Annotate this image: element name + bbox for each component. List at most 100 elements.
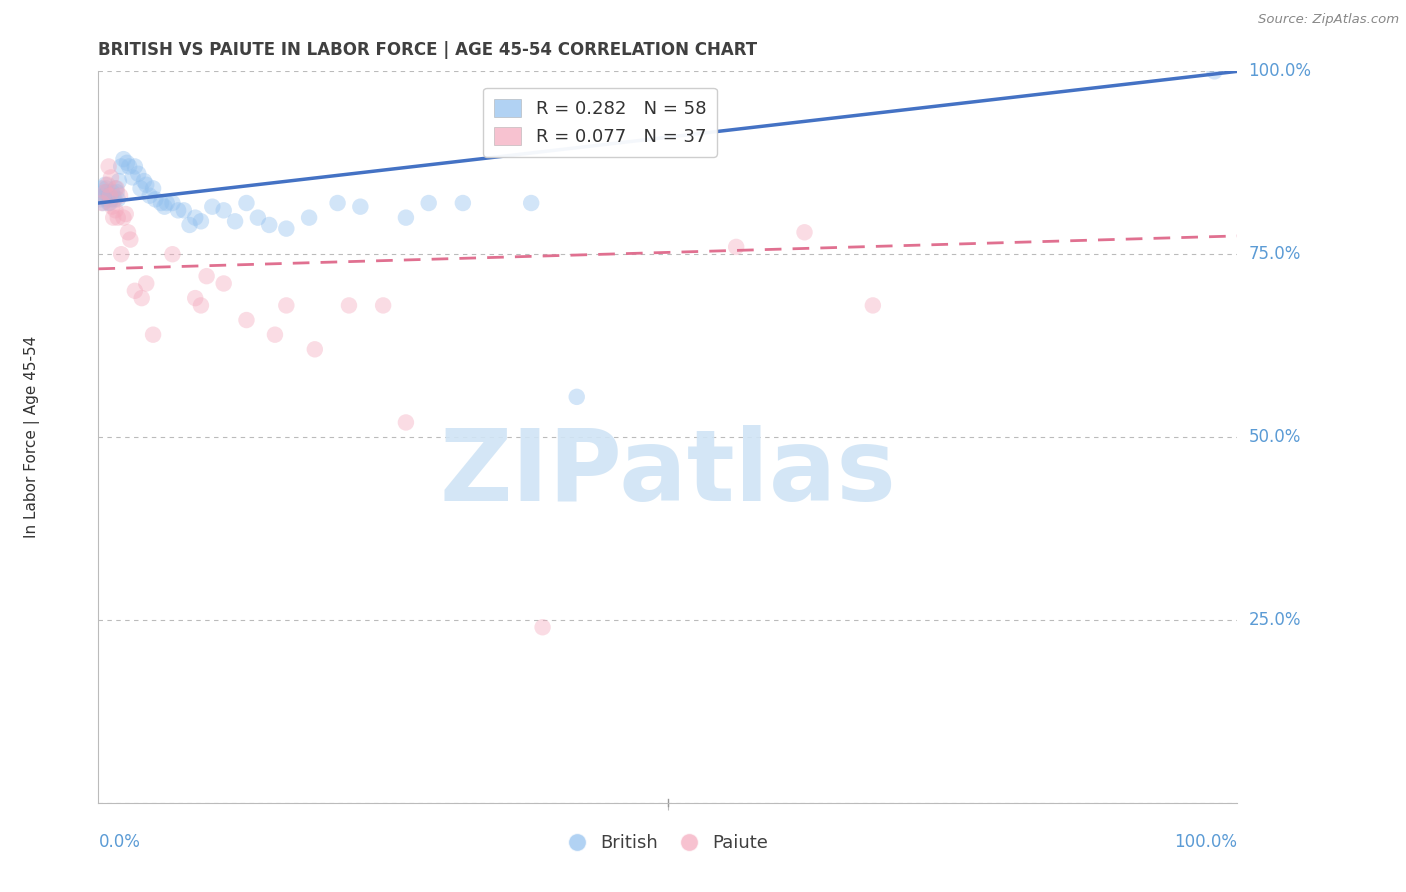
Point	[103, 188, 125, 202]
Point	[195, 269, 218, 284]
Point	[326, 196, 349, 211]
Point	[97, 196, 120, 211]
Point	[131, 291, 153, 305]
Point	[138, 188, 160, 202]
Point	[127, 167, 149, 181]
Point	[112, 152, 135, 166]
Point	[212, 203, 235, 218]
Text: 50.0%: 50.0%	[1249, 428, 1301, 446]
Point	[101, 185, 124, 199]
Point	[96, 178, 118, 192]
Point	[298, 211, 321, 225]
Text: ZIPatlas: ZIPatlas	[440, 425, 896, 522]
Point	[531, 620, 554, 634]
Point	[129, 181, 152, 195]
Point	[179, 218, 201, 232]
Point	[97, 160, 120, 174]
Point	[91, 196, 114, 211]
Point	[135, 178, 157, 192]
Point	[90, 196, 112, 211]
Point	[105, 181, 128, 195]
Point	[142, 181, 165, 195]
Point	[96, 185, 118, 199]
Point	[117, 225, 139, 239]
Text: 25.0%: 25.0%	[1249, 611, 1301, 629]
Point	[94, 185, 117, 199]
Point	[212, 277, 235, 291]
Point	[135, 277, 157, 291]
Point	[107, 211, 129, 225]
Point	[104, 181, 127, 195]
Point	[124, 160, 146, 174]
Legend: British, Paiute: British, Paiute	[561, 827, 775, 860]
Point	[276, 221, 298, 235]
Point	[201, 200, 224, 214]
Point	[337, 298, 360, 312]
Point	[371, 298, 394, 312]
Text: 75.0%: 75.0%	[1249, 245, 1301, 263]
Point	[418, 196, 440, 211]
Point	[94, 185, 117, 199]
Point	[150, 196, 173, 211]
Text: 100.0%: 100.0%	[1174, 833, 1237, 851]
Point	[395, 211, 418, 225]
Point	[98, 188, 121, 202]
Point	[246, 211, 269, 225]
Point	[105, 185, 128, 199]
Point	[118, 160, 141, 174]
Point	[167, 203, 190, 218]
Point	[565, 390, 588, 404]
Point	[114, 207, 136, 221]
Text: BRITISH VS PAIUTE IN LABOR FORCE | AGE 45-54 CORRELATION CHART: BRITISH VS PAIUTE IN LABOR FORCE | AGE 4…	[98, 41, 758, 59]
Point	[98, 188, 121, 202]
Point	[104, 203, 127, 218]
Point	[276, 298, 298, 312]
Point	[120, 233, 142, 247]
Text: In Labor Force | Age 45-54: In Labor Force | Age 45-54	[24, 336, 39, 538]
Point	[103, 193, 125, 207]
Point	[101, 200, 124, 214]
Point	[124, 284, 146, 298]
Point	[793, 225, 815, 239]
Text: Source: ZipAtlas.com: Source: ZipAtlas.com	[1258, 13, 1399, 27]
Point	[184, 211, 207, 225]
Point	[108, 174, 131, 188]
Point	[190, 214, 212, 228]
Point	[1204, 64, 1226, 78]
Point	[98, 196, 121, 211]
Text: 100.0%: 100.0%	[1249, 62, 1312, 80]
Point	[121, 170, 143, 185]
Point	[862, 298, 884, 312]
Point	[107, 193, 129, 207]
Point	[100, 170, 122, 185]
Point	[108, 188, 131, 202]
Point	[156, 196, 179, 211]
Point	[96, 193, 118, 207]
Point	[349, 200, 371, 214]
Point	[725, 240, 748, 254]
Point	[162, 196, 184, 211]
Point	[235, 196, 257, 211]
Point	[153, 200, 176, 214]
Point	[304, 343, 326, 357]
Point	[190, 298, 212, 312]
Point	[235, 313, 257, 327]
Point	[264, 327, 287, 342]
Point	[103, 211, 125, 225]
Point	[90, 181, 112, 195]
Point	[110, 160, 132, 174]
Point	[110, 247, 132, 261]
Point	[520, 196, 543, 211]
Point	[145, 193, 167, 207]
Point	[142, 327, 165, 342]
Point	[100, 193, 122, 207]
Point	[224, 214, 246, 228]
Point	[395, 416, 418, 430]
Point	[451, 196, 474, 211]
Point	[259, 218, 281, 232]
Point	[184, 291, 207, 305]
Point	[112, 211, 135, 225]
Text: 0.0%: 0.0%	[98, 833, 141, 851]
Point	[94, 178, 117, 192]
Point	[173, 203, 195, 218]
